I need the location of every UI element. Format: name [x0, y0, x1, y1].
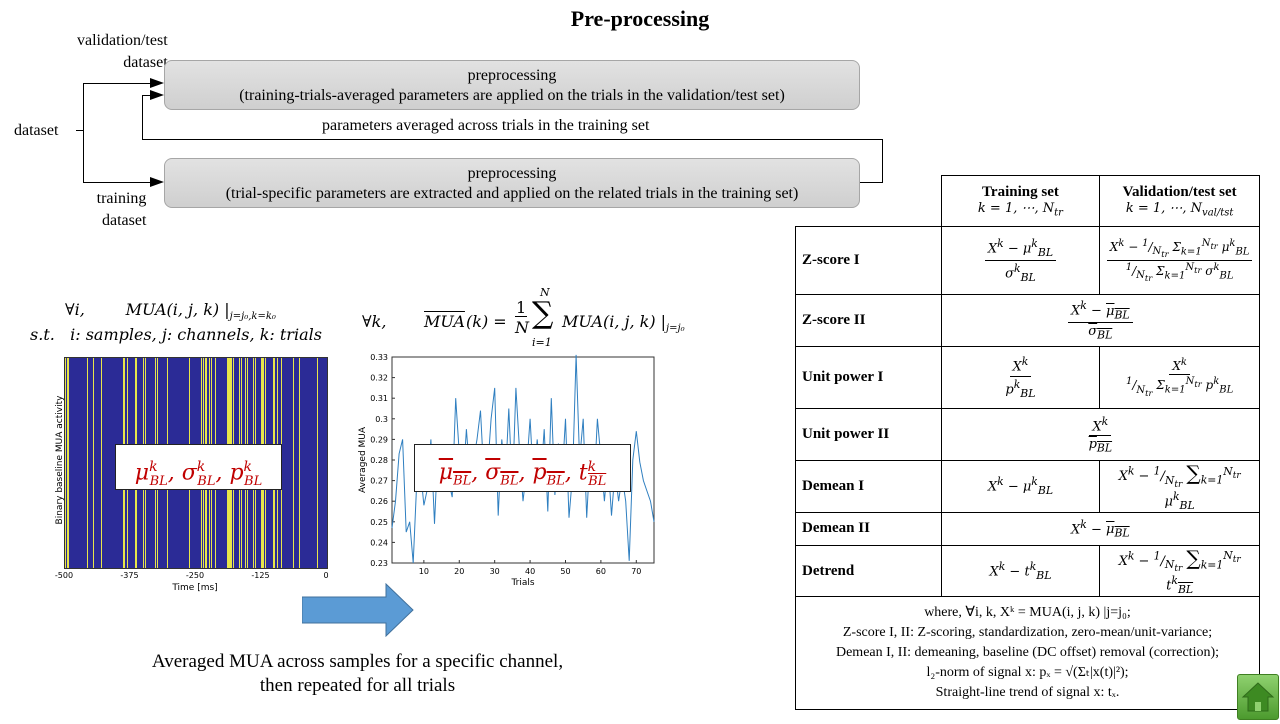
row-label: Z-score II — [795, 294, 942, 347]
y-tick-label: 0.3 — [375, 415, 388, 424]
raster-xtick: 0 — [323, 571, 329, 580]
raster-xlabel: Time [ms] — [172, 583, 218, 593]
arrowhead-icon — [150, 177, 164, 187]
col-training-header: Training set k = 1, ⋯, Ntr — [940, 175, 1101, 227]
row-label: Demean I — [795, 460, 942, 513]
table-corner — [795, 175, 942, 227]
page-title: Pre-processing — [570, 6, 710, 31]
raster-line — [87, 358, 88, 568]
zscore2-formula: Xk − μBL σBL — [940, 294, 1261, 347]
raster-line — [293, 358, 294, 568]
averaged-params-overlay: μBL, σBL, pBL, tkBL — [414, 444, 631, 492]
dataset-connector — [76, 130, 84, 131]
feedback-line-up — [882, 139, 883, 183]
y-tick-label: 0.23 — [370, 559, 388, 568]
x-tick-label: 20 — [454, 567, 464, 576]
trial-params-overlay: μkBL, σkBL, pkBL — [115, 444, 282, 490]
table-row: Detrend Xk − tkBL Xk − 1/Ntr ∑k=1Ntr tkB… — [795, 544, 1260, 598]
raster-xtick: -250 — [185, 571, 205, 580]
y-tick-label: 0.24 — [370, 538, 388, 547]
validation-dataset-label: validation/test dataset — [77, 32, 168, 71]
col-validation-header: Validation/test set k = 1, ⋯, Nval/tst — [1099, 175, 1260, 227]
preprocessing-table: Training set k = 1, ⋯, Ntr Validation/te… — [795, 175, 1261, 711]
table-row: Unit power II Xk pBL — [795, 408, 1261, 461]
data-series-line — [391, 354, 655, 564]
table-row: Z-score II Xk − μBL σBL — [795, 294, 1261, 347]
raster-line — [317, 358, 318, 568]
unitpower1-val-formula: Xk 1/Ntr Σk=1Ntr pkBL — [1099, 346, 1260, 409]
y-tick-label: 0.26 — [370, 497, 388, 506]
row-label: Demean II — [795, 511, 942, 546]
feedback-line-top — [142, 139, 883, 140]
raster-line — [93, 358, 94, 568]
feedback-line-in — [142, 95, 157, 96]
y-tick-label: 0.33 — [370, 353, 388, 362]
row-label: Detrend — [795, 544, 942, 598]
home-icon — [1241, 682, 1275, 712]
detrend-train-formula: Xk − tkBL — [940, 544, 1101, 598]
x-tick-label: 70 — [631, 567, 641, 576]
raster-line — [101, 358, 102, 568]
raster-line — [65, 358, 66, 568]
raster-xtick: -125 — [251, 571, 270, 580]
to-validation-line — [83, 83, 157, 84]
raster-xticks: -500 -375 -250 -125 0 — [55, 571, 329, 585]
y-tick-label: 0.31 — [370, 394, 388, 403]
row-label: Unit power I — [795, 346, 942, 409]
right-arrow-icon — [302, 583, 414, 637]
table-header-row: Training set k = 1, ⋯, Ntr Validation/te… — [795, 175, 1260, 227]
x-tick-label: 60 — [596, 567, 606, 576]
table-row: Demean II Xk − μBL — [795, 511, 1261, 546]
x-tick-label: 40 — [525, 567, 535, 576]
x-tick-label: 10 — [419, 567, 429, 576]
row-label: Unit power II — [795, 408, 942, 461]
arrowhead-icon — [150, 78, 164, 88]
to-training-line — [83, 182, 157, 183]
raster-xtick: -500 — [54, 571, 74, 580]
table-notes-row: where, ∀i, k, Xᵏ = MUA(i, j, k) |j=j₀; Z… — [795, 596, 1260, 711]
y-axis-label: Averaged MUA — [358, 426, 368, 493]
y-tick-label: 0.28 — [370, 456, 388, 465]
table-row: Unit power I Xk pkBL Xk 1/Ntr Σk=1Ntr pkBL — [795, 346, 1260, 409]
y-tick-label: 0.27 — [370, 477, 388, 486]
dataset-label: dataset — [14, 122, 59, 139]
demean2-formula: Xk − μBL — [940, 511, 1261, 546]
raster-line — [299, 358, 300, 568]
y-tick-label: 0.29 — [370, 435, 388, 444]
unitpower1-train-formula: Xk pkBL — [940, 346, 1101, 409]
zscore1-val-formula: Xk − 1/Ntr Σk=1Ntr μkBL 1/Ntr Σk=1Ntr σkB… — [1099, 226, 1260, 295]
formula-right: ∀k, MUA (k) = 1 N N ∑ i=1 MUA(i, j, k) |… — [362, 286, 685, 349]
x-tick-label: 50 — [560, 567, 570, 576]
unitpower2-formula: Xk pBL — [940, 408, 1261, 461]
demean1-val-formula: Xk − 1/Ntr ∑k=1Ntr μkBL — [1099, 460, 1260, 513]
raster-line — [67, 358, 69, 568]
y-tick-label: 0.25 — [370, 518, 388, 527]
demean1-train-formula: Xk − μkBL — [940, 460, 1101, 513]
parameters-label: parameters averaged across trials in the… — [320, 115, 652, 137]
validation-preprocessing-box: preprocessing (training-trials-averaged … — [164, 60, 860, 110]
detrend-val-formula: Xk − 1/Ntr ∑k=1Ntr tkBL — [1099, 544, 1260, 598]
zscore1-train-formula: Xk − μkBL σkBL — [940, 226, 1101, 295]
raster-ylabel: Binary baseline MUA activity — [55, 395, 65, 525]
caption: Averaged MUA across samples for a specif… — [151, 651, 564, 696]
x-axis-label: Trials — [510, 578, 534, 588]
y-tick-label: 0.32 — [370, 374, 388, 383]
raster-xtick: -375 — [120, 571, 139, 580]
home-button[interactable] — [1237, 674, 1279, 720]
x-tick-label: 30 — [490, 567, 500, 576]
formula-left: ∀i, MUA(i, j, k) |j=j₀,k=k₀ s.t. i: samp… — [30, 300, 322, 345]
feedback-line-left — [142, 95, 143, 140]
dataset-split-line — [83, 83, 84, 183]
table-notes: where, ∀i, k, Xᵏ = MUA(i, j, k) |j=j₀; Z… — [795, 596, 1260, 711]
arrowhead-icon — [150, 90, 164, 100]
training-dataset-label: training dataset — [96, 190, 147, 229]
table-row: Demean I Xk − μkBL Xk − 1/Ntr ∑k=1Ntr μk… — [795, 460, 1260, 513]
table-row: Z-score I Xk − μkBL σkBL Xk − 1/Ntr Σk=1N… — [795, 226, 1260, 295]
row-label: Z-score I — [795, 226, 942, 295]
training-preprocessing-box: preprocessing (trial-specific parameters… — [164, 158, 860, 208]
